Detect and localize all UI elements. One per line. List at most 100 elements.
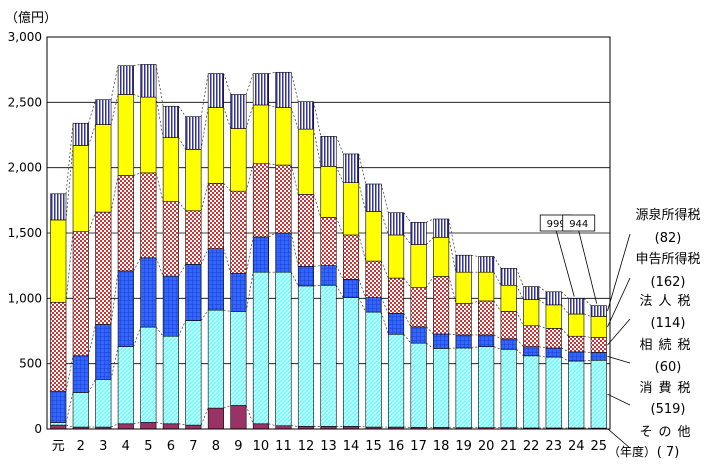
connector-line (110, 94, 119, 125)
bar-segment (162, 335, 179, 425)
bar-segment (455, 254, 472, 273)
connector-line (155, 64, 164, 107)
connector-line (178, 264, 186, 277)
bar-segment (320, 166, 337, 218)
connector-line (561, 304, 569, 315)
legend-series-value: (82) (655, 231, 682, 246)
bar-segment (590, 316, 607, 338)
connector-line (583, 351, 592, 353)
bar-segment (162, 423, 179, 430)
x-tick-label: 14 (343, 439, 360, 454)
bar-segment (568, 335, 585, 353)
connector-line (88, 379, 96, 393)
bar-segment (140, 172, 157, 259)
bar-segment (230, 311, 247, 406)
bar-segment (478, 300, 495, 336)
bar-segment (252, 104, 269, 165)
connector-line (110, 65, 119, 100)
bar-segment (342, 234, 360, 280)
connector-line (133, 422, 141, 425)
connector-line (493, 334, 502, 340)
bar-segment (252, 236, 269, 273)
x-unit-label: （年度） (608, 444, 656, 459)
connector-line (380, 297, 389, 314)
bars (50, 64, 607, 430)
connector-line (88, 99, 96, 124)
plot-area-frame (46, 36, 611, 430)
x-tick-label: 16 (388, 439, 405, 454)
connector-line (223, 183, 231, 192)
connector-line (268, 232, 276, 238)
bar-segment (320, 265, 337, 286)
connector-line (133, 64, 141, 67)
legend: 源泉所得税 (82) 申告所得税 (162) 法人税 (114) 相続税 (60) 消費税 (51… (607, 207, 701, 460)
legend-leader (607, 318, 631, 346)
bar-segment (275, 232, 292, 273)
bar-segment (230, 94, 247, 129)
connector-line (133, 326, 141, 347)
bar-segment (478, 271, 495, 302)
bar-segment (500, 267, 517, 286)
connector-line (290, 232, 299, 267)
connector-line (538, 355, 547, 358)
connector-line (200, 107, 209, 150)
connector-line (493, 272, 502, 286)
bar-segment (117, 270, 134, 347)
connector-line (110, 175, 119, 213)
connector-line (155, 172, 164, 202)
connector-line (493, 346, 502, 350)
bar-segment (433, 237, 450, 277)
connector-line (290, 272, 299, 287)
bar-segment (140, 64, 157, 98)
bar-segment (162, 275, 179, 337)
x-tick-label: 5 (144, 439, 152, 454)
bar-segment (455, 271, 472, 304)
x-tick-label: 10 (253, 439, 270, 454)
connector-line (178, 137, 186, 150)
bar-segment (320, 284, 337, 427)
legend-series-value: (60) (655, 360, 682, 375)
bar-segment (410, 326, 427, 344)
connector-line (291, 425, 299, 427)
bar-segment (545, 347, 562, 358)
connector-line (561, 328, 569, 337)
x-tick-label: 12 (298, 439, 315, 454)
legend-series-name: 申告所得税 (635, 251, 700, 267)
bar-segment (140, 96, 157, 174)
bar-segment (207, 407, 224, 430)
connector-line (583, 298, 592, 306)
connector-line (65, 392, 74, 423)
bar-segment (117, 346, 134, 425)
bar-segment (252, 163, 269, 238)
x-tick-label: 17 (410, 439, 427, 454)
bar-segment (365, 311, 382, 428)
connector-line (245, 405, 254, 424)
legend-series-value: (114) (651, 316, 686, 331)
x-tick-label: 4 (122, 439, 130, 454)
connector-line (268, 71, 276, 74)
callout-label: 999 (547, 219, 566, 230)
bar-segment (297, 128, 315, 195)
bar-segment (297, 194, 315, 267)
bar-segment (252, 73, 269, 106)
connector-line (403, 212, 412, 223)
connector-line (200, 183, 209, 211)
bar-segment (523, 299, 540, 327)
connector-line (290, 164, 299, 195)
bar-segment (568, 298, 585, 315)
connector-line (200, 248, 209, 265)
bar-segment (433, 348, 450, 428)
bar-segment (50, 422, 67, 426)
connector-line (448, 276, 457, 304)
bar-segment (410, 244, 427, 288)
x-tick-label: 2 (77, 439, 85, 454)
connector-line (358, 279, 367, 298)
bar-segment (478, 334, 495, 347)
x-tick-label: 7 (189, 439, 197, 454)
bar-segment (140, 257, 157, 328)
bar-segment (410, 287, 427, 328)
bar-segment (275, 271, 292, 427)
bar-segment (95, 324, 112, 380)
bar-segment (342, 153, 360, 183)
connector-line (313, 265, 321, 267)
